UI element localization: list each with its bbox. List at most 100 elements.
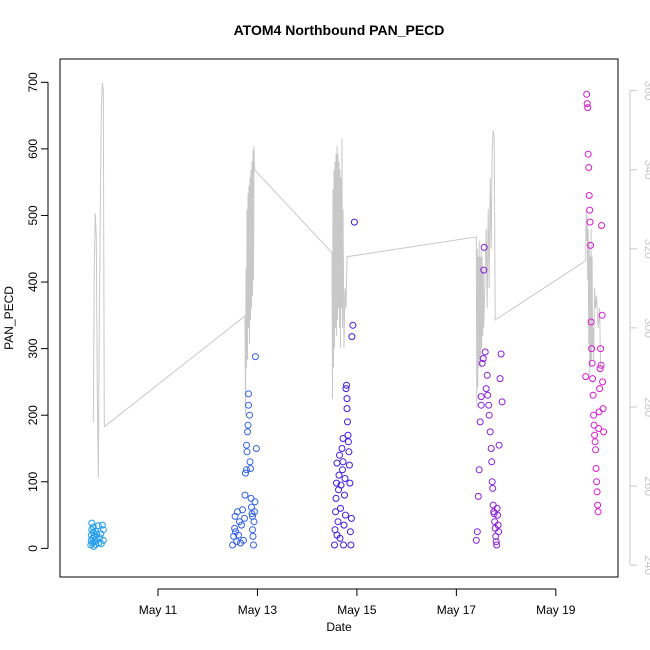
scatter-point <box>230 532 238 540</box>
scatter-point <box>243 441 250 449</box>
y2-tick-label: 340 <box>642 160 650 180</box>
scatter-point <box>584 104 592 112</box>
scatter-point <box>599 378 607 386</box>
scatter-point <box>344 438 352 446</box>
scatter-point <box>493 541 501 549</box>
scatter-point <box>349 321 357 329</box>
scatter-point <box>246 411 253 419</box>
y2-tick-label: 280 <box>642 397 650 417</box>
scatter-point <box>493 504 501 512</box>
scatter-point <box>98 521 106 529</box>
scatter-point <box>244 428 251 436</box>
scatter-point <box>252 445 260 452</box>
y2-tick-label: 300 <box>642 318 650 338</box>
scatter-point <box>250 518 258 526</box>
scatter-point <box>478 359 486 367</box>
scatter-point <box>241 514 248 522</box>
scatter-point <box>345 461 353 469</box>
x-axis-label: Date <box>326 620 352 634</box>
scatter-point <box>243 466 250 474</box>
scatter-point <box>480 266 488 274</box>
scatter-point <box>498 398 506 406</box>
scatter-point <box>240 536 247 544</box>
y-tick-label: 300 <box>26 338 40 358</box>
scatter-point <box>332 508 339 516</box>
scatter-point <box>99 536 107 544</box>
scatter-point <box>599 405 607 413</box>
scatter-point <box>342 511 349 519</box>
scatter-point <box>243 448 251 456</box>
y-tick-label: 500 <box>26 205 40 225</box>
scatter-point <box>335 471 343 479</box>
plot-frame <box>59 58 619 578</box>
scatter-point <box>339 435 347 442</box>
scatter-point <box>341 491 348 499</box>
y-tick-label: 700 <box>26 72 40 92</box>
scatter-point <box>340 521 348 529</box>
scatter-point <box>334 518 342 526</box>
scatter-point <box>480 243 488 251</box>
scatter-point <box>336 534 344 542</box>
scatter-point <box>475 466 483 474</box>
scatter-point <box>585 192 593 199</box>
scatter-point <box>245 401 252 409</box>
scatter-point <box>479 355 487 363</box>
scatter-point <box>495 441 503 449</box>
scatter-point <box>483 371 491 379</box>
scatter-point <box>592 446 600 454</box>
scatter-point <box>484 391 492 399</box>
scatter-point <box>233 538 241 546</box>
scatter-point <box>350 218 358 226</box>
y-tick-label: 200 <box>26 405 40 425</box>
scatter-point <box>332 494 340 502</box>
scatter-point <box>486 428 494 436</box>
scatter-point <box>333 479 340 487</box>
x-tick-label: May 15 <box>337 603 377 617</box>
series-line <box>92 82 602 479</box>
scatter-point <box>239 506 246 514</box>
scatter-point <box>251 353 259 361</box>
line-series <box>92 82 602 479</box>
scatter-point <box>589 375 597 383</box>
scatter-point <box>594 501 602 509</box>
y2-tick-label: 360 <box>642 81 650 101</box>
y-tick-label: 400 <box>26 272 40 292</box>
scatter-point <box>347 514 355 522</box>
scatter-point <box>588 345 596 353</box>
scatter-point <box>586 206 594 214</box>
scatter-point <box>488 478 496 486</box>
scatter-point <box>583 90 591 98</box>
scatter-point <box>596 385 604 393</box>
scatter-point <box>494 521 502 529</box>
scatter-point <box>476 418 484 426</box>
scatter-point <box>249 526 256 534</box>
scatter-point <box>598 311 606 319</box>
scatter-point <box>482 385 490 393</box>
scatter-point <box>231 524 239 532</box>
scatter-point <box>492 538 500 546</box>
scatter-point <box>488 458 496 466</box>
y-axis-label: PAN_PECD <box>2 286 16 350</box>
scatter-point <box>491 518 499 526</box>
scatter-point <box>229 541 237 549</box>
scatter-point <box>90 542 98 550</box>
x-tick-label: May 11 <box>139 603 178 617</box>
scatter-point <box>485 411 493 419</box>
scatter-point <box>591 438 599 446</box>
scatter-point <box>587 241 595 249</box>
scatter-point <box>600 428 608 436</box>
y-tick-label: 100 <box>26 471 40 491</box>
scatter-point <box>494 511 502 519</box>
scatter-point <box>594 508 602 516</box>
scatter-point <box>477 393 485 401</box>
scatter-point <box>339 466 346 474</box>
y-tick-label: 0 <box>26 545 40 552</box>
scatter-point <box>593 488 601 496</box>
scatter-point <box>342 385 350 393</box>
scatter-point <box>497 350 505 358</box>
scatter-point <box>99 526 107 534</box>
y2-tick-label: 260 <box>642 476 650 496</box>
scatter-point <box>251 508 258 516</box>
scatter-point <box>336 451 343 459</box>
scatter-point <box>472 536 480 544</box>
